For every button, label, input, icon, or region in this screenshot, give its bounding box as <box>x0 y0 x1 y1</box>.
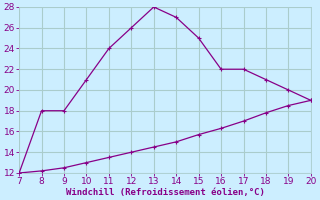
X-axis label: Windchill (Refroidissement éolien,°C): Windchill (Refroidissement éolien,°C) <box>66 188 264 197</box>
